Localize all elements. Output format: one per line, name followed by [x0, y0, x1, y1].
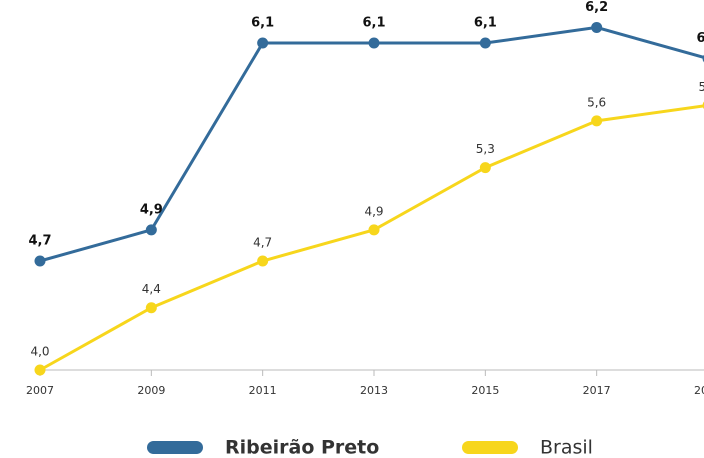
- point: [257, 37, 269, 49]
- legend-label: Ribeirão Preto: [225, 437, 379, 458]
- point: [479, 37, 491, 49]
- value-label: 6,2: [585, 0, 608, 15]
- point: [479, 162, 491, 174]
- point: [368, 224, 380, 236]
- point: [257, 255, 269, 267]
- value-label: 5,3: [476, 142, 495, 156]
- point: [591, 115, 603, 127]
- value-label: 6,1: [474, 16, 497, 31]
- value-label: 4,4: [142, 282, 161, 296]
- value-label: 4,0: [30, 345, 49, 359]
- x-tick-label: 2019: [694, 384, 704, 397]
- value-label: 6,0: [696, 31, 704, 46]
- value-label: 5,6: [587, 95, 606, 109]
- legend-swatch: [147, 441, 203, 454]
- x-tick-label: 2013: [360, 384, 388, 397]
- x-tick-label: 2015: [471, 384, 499, 397]
- x-tick-label: 2009: [137, 384, 165, 397]
- x-tick-label: 2011: [249, 384, 277, 397]
- value-label: 5,7: [698, 80, 704, 94]
- legend-swatch: [462, 441, 518, 454]
- value-label: 6,1: [251, 16, 274, 31]
- x-tick-label: 2017: [583, 384, 611, 397]
- point: [145, 224, 157, 236]
- series-line: [39, 104, 704, 372]
- value-label: 4,9: [364, 204, 383, 218]
- legend-label: Brasil: [540, 437, 593, 458]
- value-label: 6,1: [362, 16, 385, 31]
- value-label: 4,7: [253, 236, 272, 250]
- point: [34, 255, 46, 267]
- value-label: 4,9: [140, 202, 163, 217]
- point: [368, 37, 380, 49]
- point: [591, 21, 603, 33]
- point: [34, 364, 46, 376]
- point: [145, 302, 157, 314]
- value-label: 4,7: [28, 234, 51, 249]
- x-tick-label: 2007: [26, 384, 54, 397]
